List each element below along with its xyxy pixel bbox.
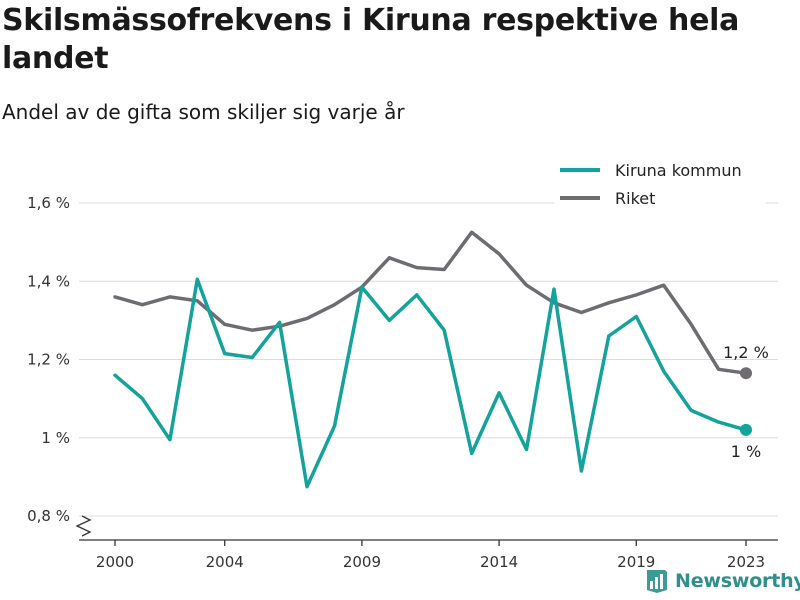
y-tick-label: 0,8 % xyxy=(27,507,70,525)
brand-name: Newsworthy xyxy=(675,570,800,592)
series-line xyxy=(113,277,748,489)
chart-subtitle: Andel av de gifta som skiljer sig varje … xyxy=(2,100,405,124)
brand-logo: Newsworthy xyxy=(645,568,800,594)
x-tick-label: 2009 xyxy=(343,553,381,571)
legend: Kiruna kommun Riket xyxy=(554,158,766,208)
series-lines: 1,2 % 1 % xyxy=(113,230,769,489)
axis-break-icon xyxy=(75,515,92,537)
x-tick-label: 2000 xyxy=(96,553,134,571)
end-label: 1,2 % xyxy=(723,343,769,362)
x-tick-label: 2004 xyxy=(206,553,244,571)
y-tick-label: 1,4 % xyxy=(27,272,70,290)
y-tick-label: 1,6 % xyxy=(27,194,70,212)
series-end-point xyxy=(740,367,752,380)
y-tick-label: 1 % xyxy=(41,429,70,447)
newsworthy-logo-icon xyxy=(647,570,667,593)
legend-label: Riket xyxy=(615,189,655,208)
legend-label: Kiruna kommun xyxy=(615,161,742,180)
x-axis: 2000 2004 2009 2014 2019 2023 xyxy=(79,539,778,571)
y-tick-label: 1,2 % xyxy=(27,351,70,369)
x-tick-label: 2014 xyxy=(480,553,518,571)
end-label: 1 % xyxy=(731,442,761,461)
x-tick-label: 2023 xyxy=(727,553,765,571)
y-axis: 0,8 % 1 % 1,2 % 1,4 % 1,6 % xyxy=(27,194,92,537)
x-tick-label: 2019 xyxy=(617,553,655,571)
series-end-point xyxy=(740,423,752,436)
chart-title: Skilsmässofrekvens i Kiruna respektive h… xyxy=(2,3,740,76)
series-line xyxy=(113,230,748,375)
